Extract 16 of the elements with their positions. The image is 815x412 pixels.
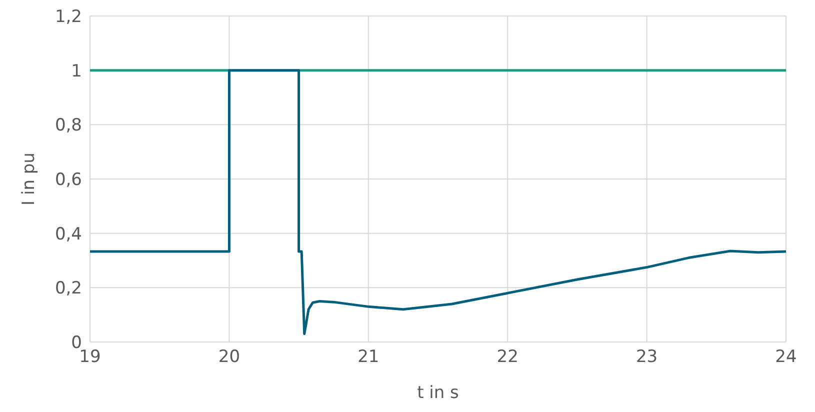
y-tick-label: 0,4 [54,224,82,244]
y-tick-label: 1,2 [54,7,82,28]
x-tick-label: 21 [358,347,380,368]
x-tick-label: 23 [636,347,658,368]
y-tick-label: 0,6 [54,170,82,190]
y-axis-title: I in pu [19,152,40,206]
y-tick-label: 0,8 [54,116,82,136]
line-series [90,69,786,336]
x-tick-label: 20 [218,347,240,368]
y-tick-label: 1 [71,61,82,82]
y-tick-label: 0 [71,333,82,354]
x-tick-label: 22 [496,347,518,368]
x-axis-title: t in s [417,383,460,403]
x-tick-label: 24 [775,347,797,368]
x-tick-label: 19 [79,347,101,368]
y-tick-label: 0,2 [54,278,82,299]
